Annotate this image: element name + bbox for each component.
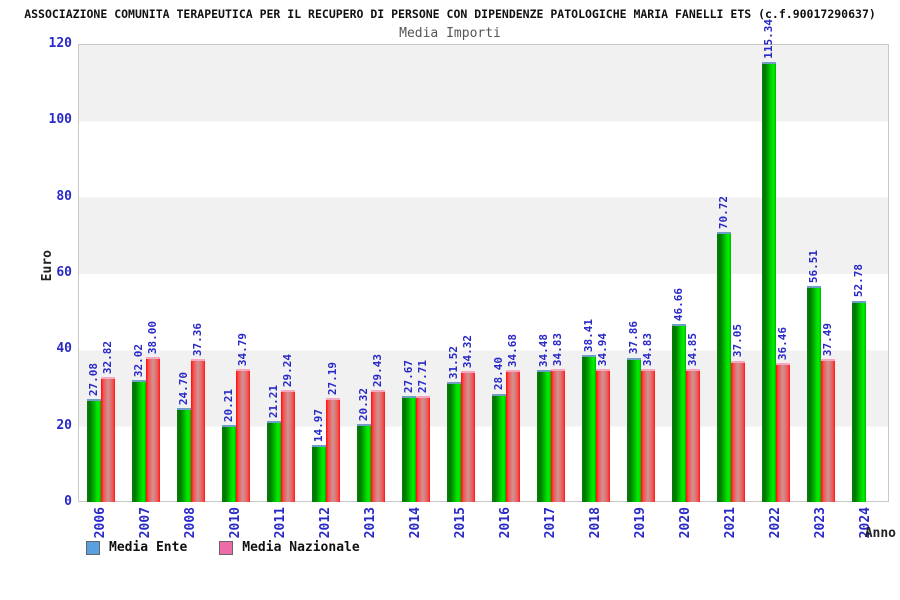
legend-label-media-nazionale: Media Nazionale	[242, 540, 360, 555]
value-label-nazionale-2016: 34.68	[506, 333, 520, 367]
bar-ente-2013	[356, 424, 371, 502]
bar-nazionale-2012	[325, 398, 340, 502]
legend: Media Ente Media Nazionale	[86, 540, 392, 555]
bar-nazionale-2017	[551, 369, 566, 502]
value-label-nazionale-2015: 34.32	[460, 334, 474, 369]
bar-nazionale-2014	[415, 396, 430, 502]
value-label-nazionale-2018: 34.94	[596, 332, 610, 366]
bar-nazionale-2006	[100, 376, 115, 502]
x-tick-2011: 2011	[272, 507, 288, 539]
page-title: ASSOCIAZIONE COMUNITA TERAPEUTICA PER IL…	[24, 7, 876, 21]
bar-ente-2017	[537, 370, 552, 502]
value-label-nazionale-2007: 38.00	[145, 320, 159, 354]
bar-nazionale-2010	[235, 369, 250, 502]
bar-nazionale-2007	[145, 356, 160, 502]
value-label-nazionale-2019: 34.83	[641, 332, 655, 367]
legend-swatch-media-ente	[86, 540, 100, 555]
bar-ente-2006	[86, 398, 101, 502]
bar-ente-2018	[582, 355, 597, 502]
y-tick-40: 40	[56, 341, 72, 357]
y-tick-60: 60	[56, 265, 72, 280]
value-label-ente-2021: 70.72	[717, 195, 731, 230]
bar-ente-2020	[672, 323, 687, 502]
bar-nazionale-2020	[686, 368, 701, 502]
value-label-ente-2010: 20.21	[221, 388, 235, 422]
value-label-ente-2024: 52.78	[852, 264, 866, 298]
bar-nazionale-2016	[506, 369, 521, 502]
bar-nazionale-2011	[280, 390, 295, 502]
value-label-ente-2020: 46.66	[672, 287, 686, 321]
bar-ente-2021	[717, 232, 732, 502]
value-label-nazionale-2022: 36.46	[776, 326, 790, 360]
y-tick-80: 80	[56, 188, 72, 204]
value-label-nazionale-2008: 37.36	[190, 323, 204, 357]
bar-nazionale-2018	[596, 368, 611, 502]
bar-ente-2008	[176, 407, 191, 502]
value-label-nazionale-2023: 37.49	[821, 322, 835, 356]
value-label-nazionale-2017: 34.83	[551, 332, 565, 367]
bar-ente-2007	[131, 379, 146, 502]
legend-label-media-ente: Media Ente	[109, 540, 188, 555]
plot-area	[78, 44, 889, 502]
bar-ente-2022	[762, 61, 777, 502]
x-tick-2012: 2012	[317, 507, 333, 539]
value-label-nazionale-2020: 34.85	[686, 332, 700, 366]
x-tick-2023: 2023	[813, 507, 829, 539]
value-label-ente-2023: 56.51	[807, 250, 821, 284]
value-label-ente-2013: 20.32	[356, 388, 370, 422]
x-axis-title: Anno	[864, 526, 896, 541]
x-tick-2013: 2013	[362, 507, 378, 539]
x-tick-2019: 2019	[633, 507, 649, 539]
y-tick-20: 20	[56, 417, 72, 433]
y-tick-120: 120	[48, 36, 72, 51]
value-label-nazionale-2014: 27.71	[415, 360, 429, 394]
bar-nazionale-2022	[776, 362, 791, 502]
x-tick-2016: 2016	[498, 507, 514, 539]
bar-ente-2011	[266, 421, 281, 502]
bar-ente-2010	[221, 424, 236, 502]
value-label-nazionale-2012: 27.19	[325, 362, 339, 396]
bar-ente-2014	[401, 396, 416, 502]
value-label-nazionale-2011: 29.24	[280, 354, 294, 388]
y-tick-0: 0	[64, 494, 72, 509]
x-tick-2014: 2014	[407, 507, 423, 539]
x-tick-2020: 2020	[678, 507, 694, 539]
x-tick-2007: 2007	[137, 507, 153, 539]
y-tick-100: 100	[48, 112, 72, 128]
x-tick-2018: 2018	[588, 507, 604, 539]
value-label-ente-2022: 115.34	[762, 19, 776, 59]
bar-nazionale-2013	[370, 389, 385, 502]
value-label-nazionale-2006: 32.82	[100, 340, 114, 374]
value-label-nazionale-2021: 37.05	[731, 324, 745, 358]
value-label-ente-2011: 21.21	[266, 384, 280, 419]
bar-ente-2015	[446, 381, 461, 502]
legend-swatch-media-nazionale	[219, 540, 234, 555]
x-tick-2008: 2008	[182, 507, 198, 539]
x-tick-2006: 2006	[92, 507, 108, 539]
bar-nazionale-2021	[731, 360, 746, 502]
bar-nazionale-2015	[460, 371, 475, 502]
value-label-nazionale-2013: 29.43	[370, 353, 384, 387]
bar-nazionale-2008	[190, 359, 205, 502]
bar-nazionale-2019	[641, 369, 656, 502]
bar-ente-2012	[311, 444, 326, 502]
x-tick-2022: 2022	[768, 507, 784, 539]
bar-ente-2019	[627, 357, 642, 502]
bar-nazionale-2023	[821, 358, 836, 502]
bar-ente-2023	[807, 286, 822, 502]
x-tick-2015: 2015	[452, 507, 468, 539]
bar-ente-2024	[852, 300, 867, 502]
value-label-ente-2012: 14.97	[311, 408, 325, 442]
chart-title: Media Importi	[399, 26, 501, 41]
x-tick-2017: 2017	[543, 507, 559, 539]
bar-ente-2016	[492, 393, 507, 502]
value-label-nazionale-2010: 34.79	[235, 333, 249, 367]
x-tick-2021: 2021	[723, 507, 739, 539]
x-tick-2010: 2010	[227, 507, 243, 539]
value-label-ente-2008: 24.70	[176, 371, 190, 405]
